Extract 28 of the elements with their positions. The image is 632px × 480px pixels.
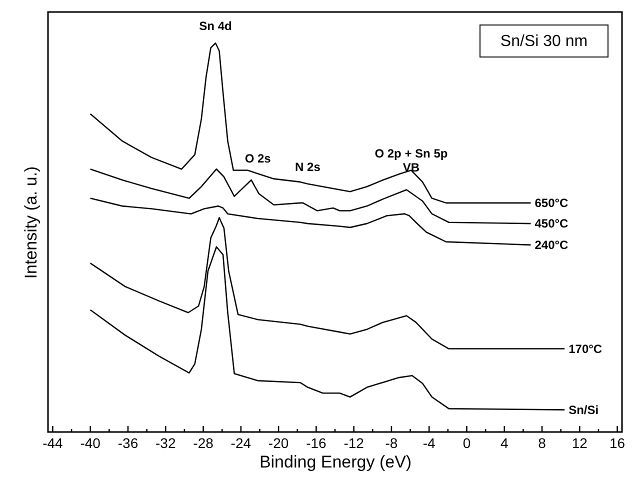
x-tick-label: -32 <box>156 435 176 451</box>
series-label: 170°C <box>568 342 602 356</box>
x-tick-label: -40 <box>80 435 101 451</box>
x-tick-label: -20 <box>268 435 289 451</box>
x-tick-label: 0 <box>462 435 471 451</box>
chart-title: Sn/Si 30 nm <box>500 33 588 50</box>
series-label: Sn/Si <box>568 402 599 417</box>
series-label: 650°C <box>534 196 569 210</box>
x-tick-label: -24 <box>230 435 252 451</box>
series-label: 240°C <box>534 238 569 252</box>
x-tick-label: -28 <box>193 435 214 451</box>
annotation: O 2s <box>244 151 272 166</box>
x-tick-label: 16 <box>610 435 626 451</box>
x-tick-label: 12 <box>572 435 588 451</box>
x-tick-label: -4 <box>422 435 436 451</box>
x-tick-label: -12 <box>344 435 364 451</box>
y-axis-title: Intensity (a. u.) <box>22 166 40 279</box>
x-tick-label: -44 <box>42 435 64 451</box>
annotation: N 2s <box>295 160 321 174</box>
x-tick-label: 8 <box>538 435 546 451</box>
x-axis-title: Binding Energy (eV) <box>259 452 412 472</box>
annotation: O 2p + Sn 5p VB <box>374 146 448 174</box>
x-tick-label: -16 <box>306 435 327 451</box>
x-tick-label: 4 <box>500 435 508 451</box>
x-tick-label: -8 <box>385 435 398 451</box>
x-tick-label: -36 <box>118 435 138 451</box>
annotation: Sn 4d <box>199 19 232 34</box>
series-label: 450°C <box>534 216 569 231</box>
